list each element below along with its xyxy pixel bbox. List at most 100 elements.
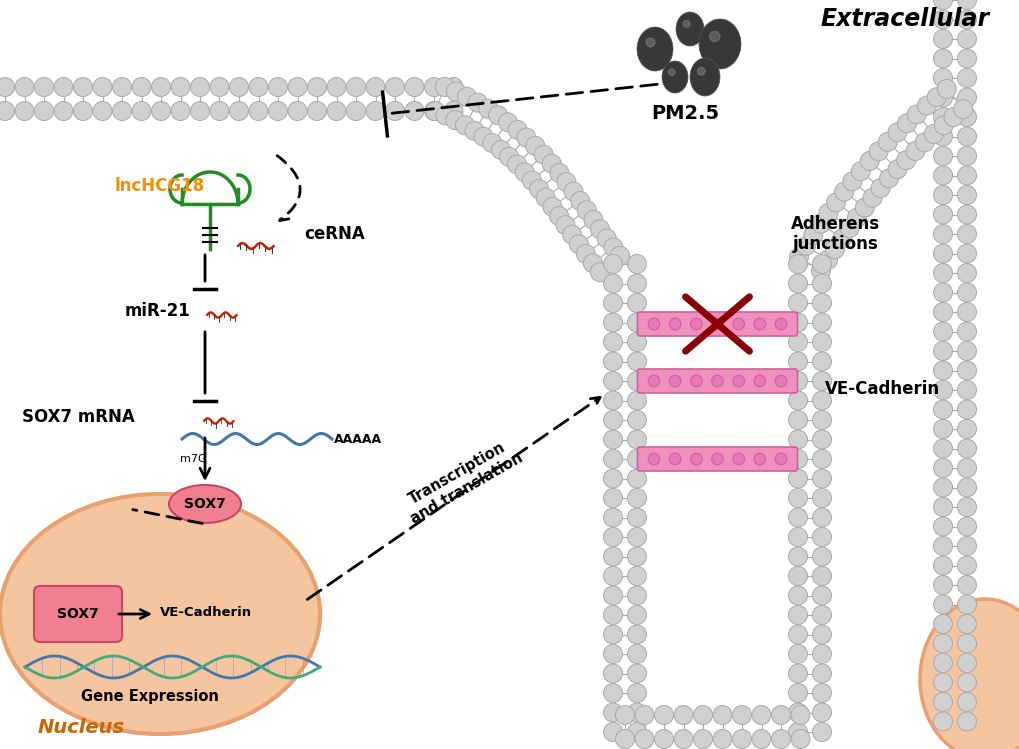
Text: Nucleus: Nucleus: [38, 718, 125, 737]
Circle shape: [603, 391, 622, 410]
Circle shape: [647, 318, 659, 330]
Circle shape: [812, 723, 830, 742]
Ellipse shape: [661, 61, 688, 93]
Circle shape: [424, 102, 443, 121]
Circle shape: [732, 730, 751, 748]
Circle shape: [932, 575, 952, 595]
Circle shape: [529, 180, 548, 198]
Circle shape: [932, 478, 952, 497]
Circle shape: [327, 77, 345, 97]
Circle shape: [812, 333, 830, 351]
Circle shape: [888, 123, 906, 142]
Circle shape: [788, 684, 807, 703]
Circle shape: [555, 216, 575, 234]
Circle shape: [15, 102, 34, 121]
Circle shape: [862, 188, 881, 207]
Circle shape: [812, 274, 830, 293]
Circle shape: [788, 625, 807, 644]
Circle shape: [788, 372, 807, 390]
Circle shape: [957, 693, 975, 712]
Circle shape: [932, 653, 952, 673]
Circle shape: [957, 88, 975, 107]
Circle shape: [932, 147, 952, 166]
Circle shape: [583, 210, 602, 229]
Circle shape: [957, 127, 975, 146]
Circle shape: [854, 198, 873, 217]
Text: Extracellular: Extracellular: [820, 7, 989, 31]
Circle shape: [499, 148, 518, 166]
Circle shape: [957, 556, 975, 575]
Circle shape: [0, 102, 14, 121]
Circle shape: [603, 527, 622, 547]
Circle shape: [732, 375, 744, 386]
Text: miR-21: miR-21: [125, 302, 191, 320]
Circle shape: [603, 352, 622, 371]
Circle shape: [712, 706, 732, 724]
Circle shape: [842, 172, 861, 191]
Circle shape: [603, 664, 622, 683]
Circle shape: [957, 361, 975, 380]
Circle shape: [35, 102, 53, 121]
Circle shape: [152, 77, 170, 97]
Circle shape: [812, 488, 830, 508]
Circle shape: [627, 352, 646, 371]
Circle shape: [812, 449, 830, 469]
Circle shape: [932, 634, 952, 653]
Circle shape: [249, 102, 268, 121]
Circle shape: [923, 124, 943, 143]
Circle shape: [957, 439, 975, 458]
Circle shape: [812, 547, 830, 566]
Circle shape: [932, 283, 952, 302]
Circle shape: [957, 342, 975, 360]
Circle shape: [812, 294, 830, 312]
Circle shape: [249, 77, 268, 97]
Circle shape: [627, 255, 646, 273]
Circle shape: [627, 605, 646, 625]
Ellipse shape: [637, 27, 673, 71]
Circle shape: [482, 133, 501, 153]
Circle shape: [446, 82, 465, 101]
Circle shape: [840, 219, 858, 237]
Circle shape: [957, 536, 975, 556]
Circle shape: [957, 380, 975, 399]
Circle shape: [932, 244, 952, 263]
Circle shape: [603, 294, 622, 312]
Circle shape: [926, 88, 946, 106]
Circle shape: [957, 283, 975, 302]
Circle shape: [788, 527, 807, 547]
Circle shape: [851, 162, 869, 181]
Circle shape: [468, 93, 487, 112]
Circle shape: [287, 77, 307, 97]
Circle shape: [932, 322, 952, 341]
Circle shape: [603, 333, 622, 351]
Circle shape: [774, 318, 786, 330]
Circle shape: [825, 193, 845, 212]
Circle shape: [788, 508, 807, 527]
Text: VE-Cadherin: VE-Cadherin: [824, 380, 940, 398]
Text: ceRNA: ceRNA: [305, 225, 365, 243]
Circle shape: [603, 469, 622, 488]
Circle shape: [888, 160, 906, 179]
Circle shape: [818, 204, 837, 222]
Circle shape: [525, 136, 544, 155]
Circle shape: [346, 102, 365, 121]
Circle shape: [627, 644, 646, 664]
Circle shape: [603, 372, 622, 390]
Circle shape: [932, 595, 952, 614]
Circle shape: [549, 207, 568, 225]
Circle shape: [932, 458, 952, 478]
Circle shape: [627, 586, 646, 605]
Circle shape: [812, 703, 830, 722]
Circle shape: [15, 77, 34, 97]
Text: lncHCG18: lncHCG18: [115, 177, 205, 195]
Circle shape: [603, 547, 622, 566]
Circle shape: [812, 469, 830, 488]
Ellipse shape: [698, 19, 740, 69]
Text: Transcription
and translation: Transcription and translation: [398, 435, 525, 527]
Circle shape: [627, 664, 646, 683]
Text: Gene Expression: Gene Expression: [81, 690, 219, 705]
FancyBboxPatch shape: [34, 586, 122, 642]
Circle shape: [957, 29, 975, 49]
Circle shape: [788, 664, 807, 683]
Circle shape: [307, 102, 326, 121]
